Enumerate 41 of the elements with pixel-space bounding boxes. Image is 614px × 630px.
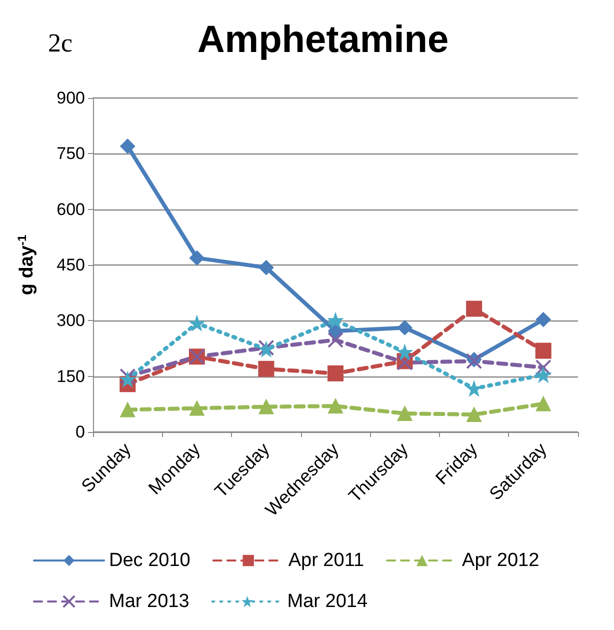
- point: [120, 138, 136, 154]
- legend-label: Mar 2013: [109, 591, 190, 612]
- point: [536, 312, 551, 328]
- point: [397, 344, 412, 360]
- legend-label: Mar 2014: [287, 591, 368, 612]
- point: [466, 381, 482, 396]
- point: [120, 402, 136, 418]
- point: [536, 367, 551, 382]
- legend-label: Dec 2010: [109, 550, 190, 571]
- point: [189, 400, 204, 416]
- chart-title: Amphetamine: [197, 19, 449, 61]
- y-tick-label: 750: [56, 144, 85, 164]
- point: [120, 368, 136, 384]
- point: [536, 396, 551, 412]
- point: [535, 359, 552, 376]
- point: [189, 316, 204, 331]
- y-tick-label: 450: [56, 256, 85, 274]
- point: [328, 365, 344, 382]
- text: 2c: [48, 28, 73, 58]
- point: [120, 372, 136, 387]
- legend-label: Apr 2012: [462, 550, 540, 571]
- y-tick-label: 150: [56, 366, 85, 386]
- point: [189, 250, 204, 266]
- point: [466, 407, 482, 422]
- y-axis-title: g day-1: [15, 234, 38, 296]
- y-tick-label: 900: [56, 88, 85, 108]
- y-tick-label: 300: [56, 311, 85, 330]
- point: [328, 312, 343, 328]
- point: [258, 260, 274, 276]
- point: [466, 300, 482, 317]
- point: [328, 324, 343, 339]
- point: [397, 320, 412, 336]
- y-tick-label: 600: [56, 200, 85, 219]
- point: [328, 332, 344, 348]
- legend-label: Apr 2011: [288, 550, 364, 571]
- point: [258, 360, 274, 377]
- y-tick-label: 0: [76, 422, 85, 442]
- point: [535, 342, 552, 359]
- point: [397, 406, 412, 421]
- point: [328, 398, 343, 414]
- point: [258, 399, 274, 414]
